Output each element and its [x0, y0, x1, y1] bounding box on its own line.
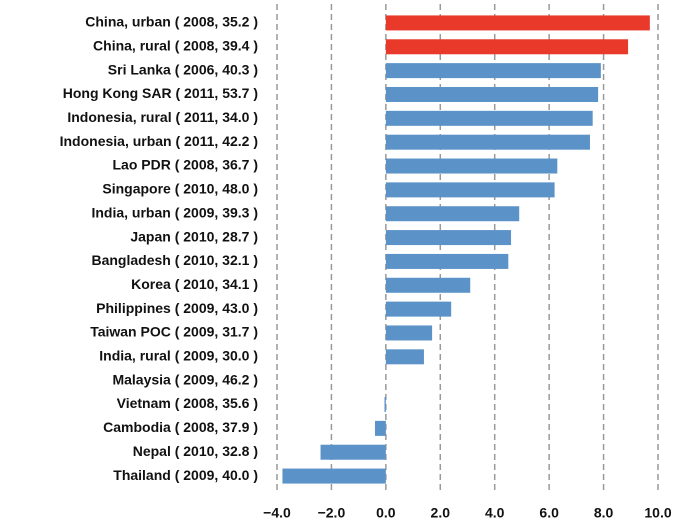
- y-tick-label: China, rural ( 2008, 39.4 ): [93, 37, 258, 53]
- bar: [385, 182, 555, 198]
- bar: [385, 63, 601, 79]
- bar: [374, 420, 386, 436]
- x-tick-label: 6.0: [539, 505, 559, 521]
- bar: [385, 253, 509, 269]
- y-tick-label: Bangladesh ( 2010, 32.1 ): [91, 252, 258, 268]
- x-tick-label: 2.0: [431, 505, 451, 521]
- y-tick-label: Indonesia, rural ( 2011, 34.0 ): [67, 109, 258, 125]
- bar: [385, 86, 599, 102]
- y-tick-label: Nepal ( 2010, 32.8 ): [133, 443, 258, 459]
- bar: [385, 230, 512, 246]
- bar: [385, 277, 471, 293]
- y-tick-label: Hong Kong SAR ( 2011, 53.7 ): [63, 85, 258, 101]
- x-tick-label: −2.0: [318, 505, 346, 521]
- x-tick-label: 0.0: [376, 505, 396, 521]
- y-tick-label: Korea ( 2010, 34.1 ): [131, 276, 258, 292]
- x-tick-label: 8.0: [594, 505, 614, 521]
- y-tick-label: Indonesia, urban ( 2011, 42.2 ): [60, 133, 258, 149]
- y-tick-label: Lao PDR ( 2008, 36.7 ): [112, 157, 258, 173]
- bar: [385, 349, 424, 365]
- y-tick-label: India, urban ( 2009, 39.3 ): [91, 204, 258, 220]
- bar: [385, 39, 629, 55]
- y-tick-label: Thailand ( 2009, 40.0 ): [113, 467, 258, 483]
- y-tick-label: Japan ( 2010, 28.7 ): [130, 228, 258, 244]
- y-tick-label: Cambodia ( 2008, 37.9 ): [103, 419, 258, 435]
- x-tick-label: −4.0: [263, 505, 291, 521]
- bar: [385, 325, 433, 341]
- bar: [385, 110, 593, 126]
- y-tick-label: Vietnam ( 2008, 35.6 ): [117, 395, 258, 411]
- bar: [282, 468, 386, 484]
- bar: [385, 206, 520, 222]
- y-tick-label: Sri Lanka ( 2006, 40.3 ): [108, 61, 258, 77]
- x-tick-label: 10.0: [644, 505, 671, 521]
- bar: [385, 158, 558, 174]
- y-tick-label: Singapore ( 2010, 48.0 ): [102, 181, 258, 197]
- y-tick-label: India, rural ( 2009, 30.0 ): [99, 348, 258, 364]
- y-tick-label: China, urban ( 2008, 35.2 ): [85, 14, 258, 30]
- bar: [320, 444, 386, 460]
- bar: [384, 397, 386, 413]
- x-tick-label: 4.0: [485, 505, 505, 521]
- bar: [385, 15, 650, 31]
- y-tick-label: Malaysia ( 2009, 46.2 ): [112, 371, 258, 387]
- bar: [385, 134, 590, 150]
- bar: [385, 301, 452, 317]
- y-tick-label: Taiwan POC ( 2009, 31.7 ): [90, 324, 258, 340]
- y-tick-label: Philippines ( 2009, 43.0 ): [96, 300, 258, 316]
